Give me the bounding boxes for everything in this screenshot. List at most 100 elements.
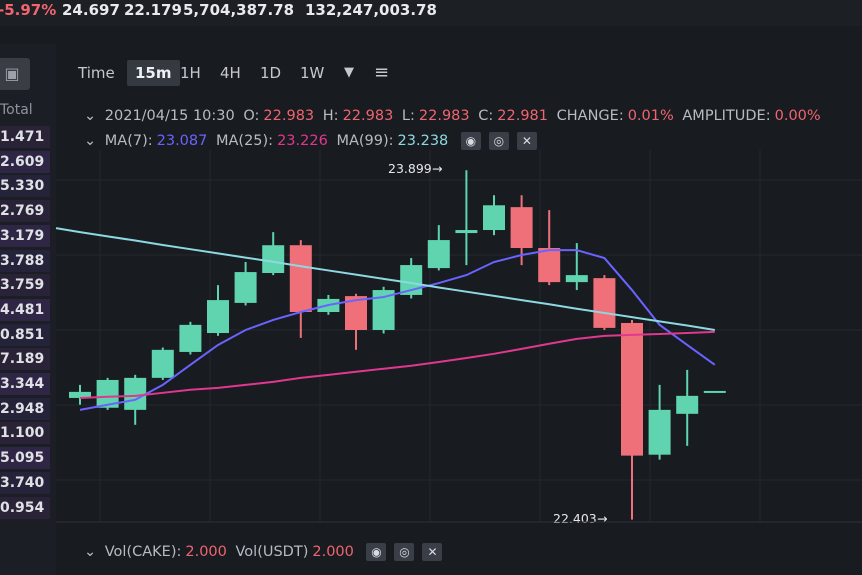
order-book: ▣ Total 1.471 2.609 5.330 2.769 3.179 3.788 3.… [0, 44, 56, 575]
candle-body [621, 322, 643, 456]
candle-body [96, 379, 119, 408]
candle[interactable] [400, 258, 423, 299]
order-book-row[interactable]: 2.609 [0, 150, 50, 173]
ma99-value: 23.238 [397, 133, 449, 149]
candle-body [648, 409, 671, 455]
vol-quote-label: Vol(USDT) [235, 544, 309, 560]
candle[interactable] [483, 195, 505, 236]
settings-icon[interactable]: ◎ [488, 132, 509, 150]
order-book-row[interactable]: 1.100 [0, 422, 50, 445]
interval-4h[interactable]: 4H [220, 64, 241, 82]
ticker-volume-quote: 132,247,003.78 [305, 1, 437, 19]
candle-body [372, 290, 395, 330]
candle-body [538, 248, 561, 283]
ticker-change: -5.97% [0, 1, 57, 19]
interval-time[interactable]: Time [78, 64, 115, 82]
open-label: O: [243, 108, 260, 124]
low-label: L: [401, 108, 415, 124]
amplitude-value: 0.00% [774, 108, 821, 124]
close-icon[interactable]: ✕ [422, 543, 443, 561]
order-book-row[interactable]: 3.179 [0, 224, 50, 247]
chevron-down-icon[interactable]: ⌄ [84, 108, 97, 124]
candle-body [676, 395, 699, 414]
ticker-volume-base: 5,704,387.78 [183, 1, 295, 19]
candle-body [262, 245, 285, 274]
candle[interactable] [538, 210, 561, 286]
candle[interactable] [621, 319, 643, 520]
order-book-row[interactable]: 2.769 [0, 200, 50, 223]
order-book-row[interactable]: 3.788 [0, 249, 50, 272]
order-book-row[interactable]: 3.759 [0, 274, 50, 297]
ma-line-7 [79, 249, 716, 411]
order-book-row[interactable]: 5.330 [0, 175, 50, 198]
candle-body [455, 230, 478, 234]
candle[interactable] [455, 170, 478, 266]
ma7-value: 23.087 [156, 133, 208, 149]
ma-line-99 [55, 227, 715, 331]
order-book-row[interactable]: 7.189 [0, 348, 50, 371]
candle[interactable] [593, 275, 616, 330]
max-annotation: 23.899 → [388, 161, 442, 176]
ma25-value: 23.226 [277, 133, 328, 149]
candle[interactable] [289, 240, 312, 338]
candle[interactable] [648, 384, 671, 460]
interval-1w[interactable]: 1W [300, 64, 325, 82]
change-label: CHANGE: [556, 108, 624, 124]
ticker-high: 24.697 [62, 1, 120, 19]
order-book-row[interactable]: 0.954 [0, 496, 50, 519]
vol-base-value: 2.000 [185, 544, 227, 560]
max-label: 23.899 [388, 161, 432, 176]
ticker-bar: -5.97% 24.697 22.179 5,704,387.78 132,24… [0, 0, 862, 26]
vol-base-label: Vol(CAKE): [104, 544, 182, 560]
order-book-row[interactable]: 0.851 [0, 323, 50, 346]
close-icon[interactable]: ✕ [516, 132, 537, 150]
settings-icon[interactable]: ◎ [394, 543, 415, 561]
candle-body [565, 275, 588, 283]
candle[interactable] [676, 369, 699, 446]
order-book-row[interactable]: 3.344 [0, 373, 50, 395]
candle[interactable] [427, 225, 450, 271]
sliders-icon[interactable]: ≡ [374, 62, 390, 83]
interval-1d[interactable]: 1D [260, 64, 282, 82]
legend-datetime: 2021/04/15 10:30 [104, 108, 235, 124]
candle[interactable] [69, 384, 91, 405]
chevron-down-icon[interactable]: ⌄ [84, 133, 97, 149]
interval-1h[interactable]: 1H [180, 64, 201, 82]
candle[interactable] [345, 293, 367, 350]
candle[interactable] [151, 347, 174, 380]
candle[interactable] [703, 390, 726, 393]
order-book-row[interactable]: 2.948 [0, 397, 50, 420]
candle[interactable] [510, 195, 533, 266]
interval-15m[interactable]: 15m [127, 60, 180, 86]
lock-icon[interactable]: ▣ [0, 58, 30, 90]
open-value: 22.983 [263, 108, 315, 124]
high-value: 22.983 [342, 108, 394, 124]
min-annotation: 22.403 → [553, 511, 607, 526]
candle-body [703, 390, 726, 393]
eye-icon[interactable]: ◉ [366, 543, 387, 561]
candle[interactable] [179, 321, 202, 355]
candle[interactable] [372, 286, 395, 334]
candle-body [179, 324, 202, 352]
candle[interactable] [207, 285, 229, 336]
order-book-row[interactable]: 4.481 [0, 298, 50, 321]
candle[interactable] [262, 232, 285, 276]
order-book-row[interactable]: 5.095 [0, 447, 50, 470]
ma-line-25 [79, 330, 715, 399]
candle-body [234, 272, 257, 303]
ma7-label: MA(7): [104, 133, 153, 149]
order-book-row[interactable]: 3.740 [0, 471, 50, 494]
change-value: 0.01% [627, 108, 674, 124]
arrow-right-icon: → [597, 511, 607, 526]
order-book-row[interactable]: 1.471 [0, 126, 50, 148]
volume-legend: ⌄ Vol(CAKE): 2.000 Vol(USDT) 2.000 ◉ ◎ ✕ [84, 543, 446, 561]
ohlc-legend: ⌄ 2021/04/15 10:30 O: 22.983 H: 22.983 L: 2… [84, 108, 825, 124]
candle-body [427, 240, 450, 269]
eye-icon[interactable]: ◉ [460, 132, 481, 150]
candle[interactable] [234, 262, 257, 306]
candle-body [124, 377, 147, 410]
caret-down-icon[interactable]: ▼ [344, 65, 354, 80]
chevron-down-icon[interactable]: ⌄ [84, 544, 97, 560]
low-value: 22.983 [418, 108, 470, 124]
